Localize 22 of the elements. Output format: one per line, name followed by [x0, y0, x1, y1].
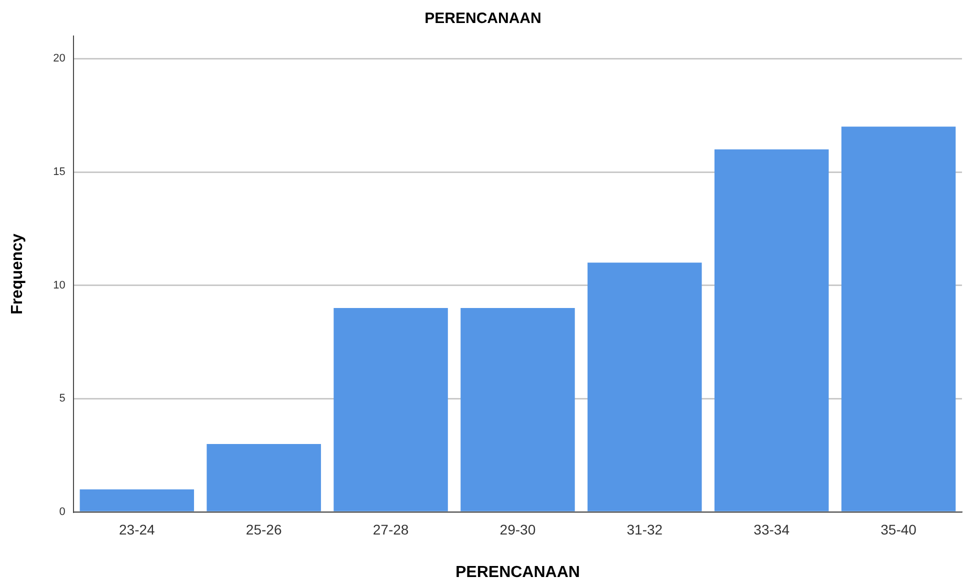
- x-axis-title: PERENCANAAN: [455, 564, 580, 581]
- y-tick-label: 20: [53, 52, 66, 65]
- bar: [334, 308, 448, 512]
- bar: [460, 308, 575, 512]
- x-tick-label: 27-28: [372, 521, 409, 538]
- bar: [206, 444, 321, 512]
- bar: [588, 262, 702, 512]
- x-tick-label: 31-32: [626, 521, 663, 538]
- x-tick-label: 35-40: [880, 521, 917, 538]
- x-tick-label: 23-24: [119, 521, 156, 538]
- y-tick-label: 0: [59, 506, 66, 518]
- chart-title: PERENCANAAN: [424, 10, 542, 28]
- bar: [841, 126, 956, 512]
- x-tick-label: 25-26: [246, 521, 282, 538]
- y-axis-title: Frequency: [9, 233, 26, 314]
- y-tick-label: 5: [59, 392, 66, 405]
- y-tick-label: 10: [53, 279, 66, 292]
- bar: [714, 149, 829, 512]
- x-tick-label: 29-30: [500, 521, 536, 538]
- y-tick-label: 15: [53, 166, 66, 178]
- bar: [80, 489, 194, 512]
- x-tick-label: 33-34: [754, 521, 790, 538]
